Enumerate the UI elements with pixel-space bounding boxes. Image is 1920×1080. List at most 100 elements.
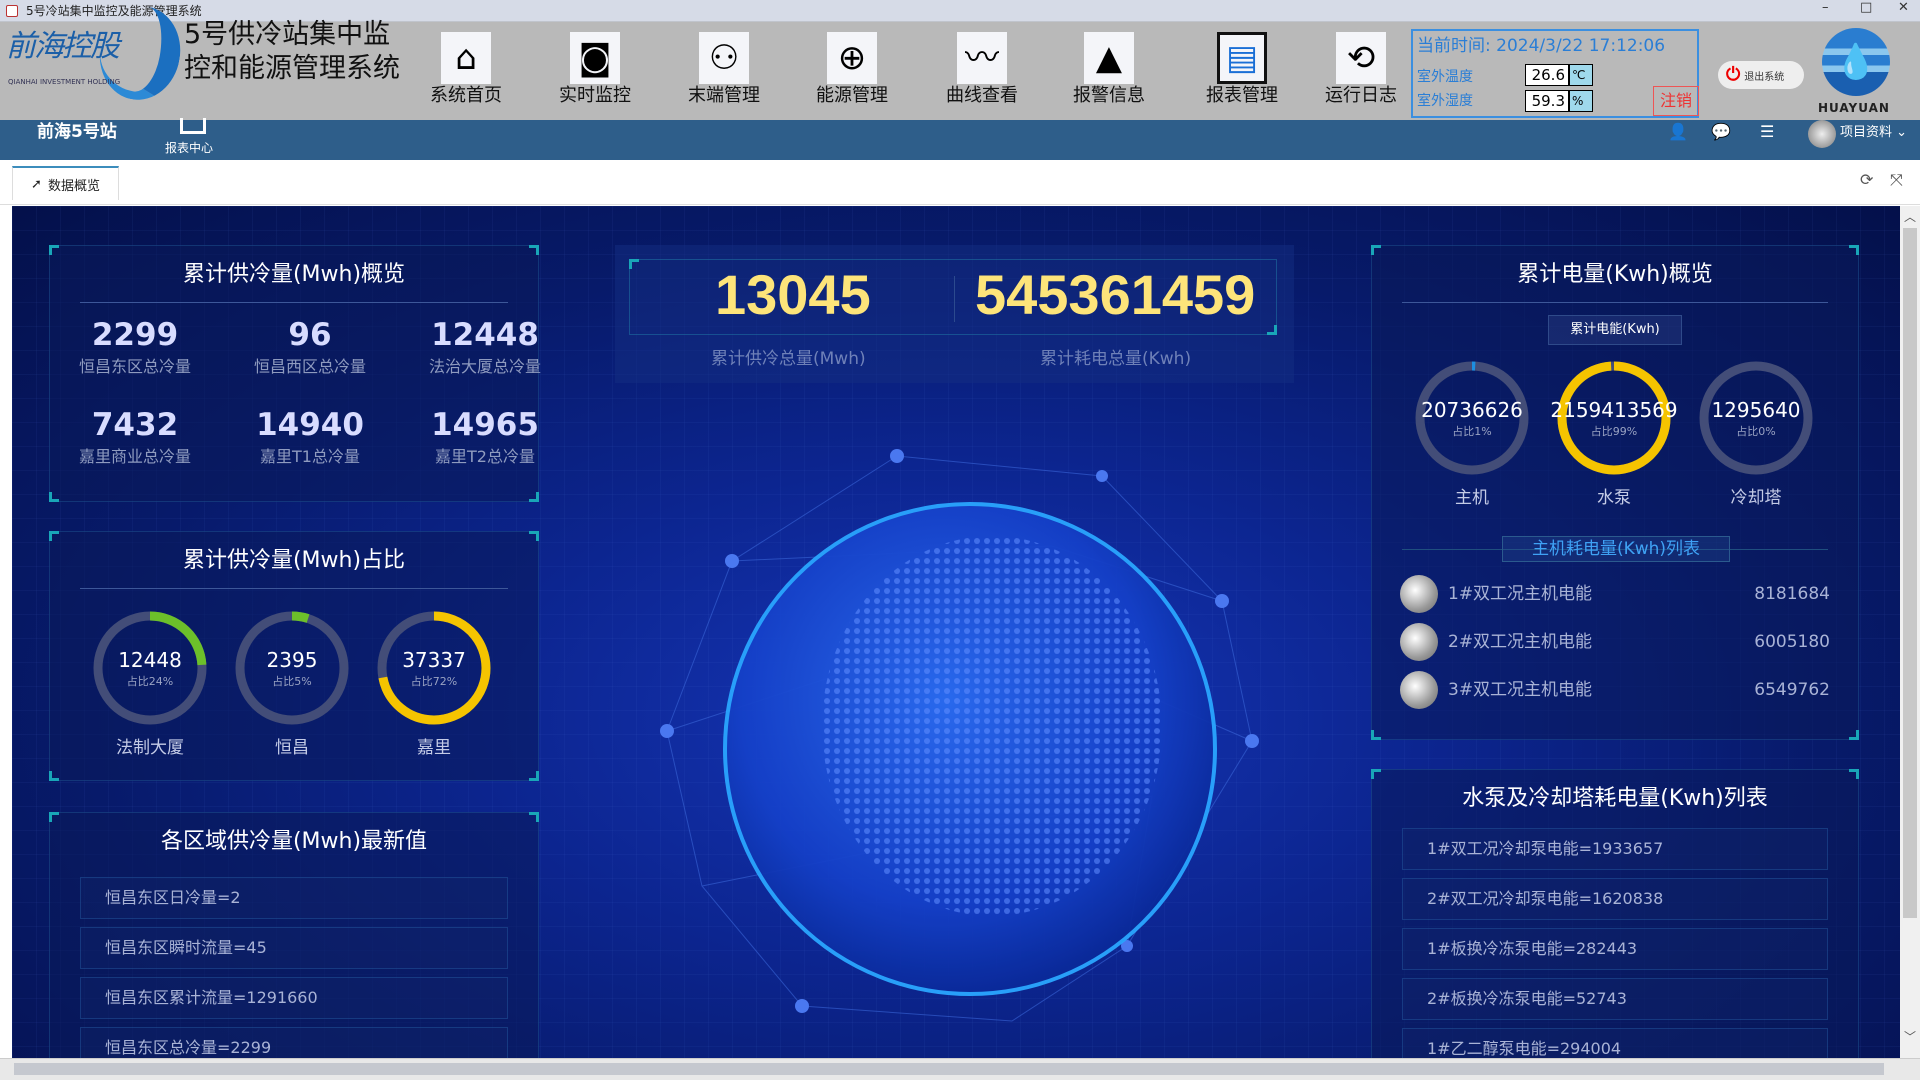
ring-value: 20736626 — [1421, 398, 1523, 422]
pump-power-panel: 水泵及冷却塔耗电量(Kwh)列表 1#双工况冷却泵电能=1933657 2#双工况… — [1371, 769, 1859, 1058]
home-icon: ⌂ — [441, 32, 491, 84]
list-item: 1#板换冷冻泵电能=282443 — [1402, 928, 1828, 970]
ring-chart — [235, 611, 349, 725]
user-icon[interactable]: 👤 — [1668, 122, 1688, 141]
ring-percent: 占比5% — [272, 675, 312, 688]
ring-chart — [93, 611, 207, 725]
send-icon: ➚ — [31, 176, 42, 192]
host-row: 1#双工况主机电能 8181684 — [1400, 572, 1830, 616]
cooling-stat: 14940 嘉里T1总冷量 — [230, 406, 390, 468]
divider — [1402, 302, 1828, 303]
divider — [80, 588, 508, 589]
cooling-stat: 96 恒昌西区总冷量 — [230, 316, 390, 378]
fullscreen-icon[interactable]: ⤧ — [1890, 170, 1903, 189]
tab-data-overview[interactable]: ➚ 数据概览 — [12, 166, 119, 200]
camera-icon: ◙ — [570, 32, 620, 84]
host-value: 6005180 — [1754, 632, 1830, 652]
ring-value: 12448 — [118, 648, 182, 672]
nav-label: 末端管理 — [688, 85, 760, 106]
nav-document[interactable]: ▤ 报表管理 — [1197, 32, 1287, 108]
latest-values-panel: 各区域供冷量(Mwh)最新值 恒昌东区日冷量=2 恒昌东区瞬时流量=45 恒昌东区累… — [49, 812, 539, 1058]
cooling-stat: 7432 嘉里商业总冷量 — [55, 406, 215, 468]
ring-chart — [377, 611, 491, 725]
status-box: 当前时间: 2024/3/22 17:12:06 室外温度 26.6 ℃ 室外湿… — [1411, 29, 1699, 118]
nav-line-chart[interactable]: 〰曲线查看 — [937, 32, 1027, 108]
minimize-button[interactable]: – — [1822, 0, 1829, 15]
ring-chart — [1415, 361, 1529, 475]
nav-label: 曲线查看 — [946, 85, 1018, 106]
window-title: 5号冷站集中监控及能源管理系统 — [26, 4, 202, 18]
company-logo-text: 前海控股 — [6, 29, 120, 64]
stat-value: 12448 — [431, 317, 539, 353]
nav-label: 实时监控 — [559, 85, 631, 106]
avatar[interactable] — [1808, 120, 1836, 148]
report-center-link[interactable]: 报表中心 — [165, 141, 214, 155]
ring-percent: 占比1% — [1452, 425, 1492, 438]
chiller-thumbnail — [1400, 575, 1438, 613]
host-name: 3#双工况主机电能 — [1448, 680, 1593, 700]
dashboard: 累计供冷量(Mwh)概览 2299 恒昌东区总冷量 96 恒昌西区总冷量 12448 法治… — [12, 206, 1900, 1058]
ring-fill — [93, 611, 207, 725]
list-item: 2#双工况冷却泵电能=1620838 — [1402, 878, 1828, 920]
system-title: 5号供冷站集中监 控和能源管理系统 — [184, 19, 400, 84]
ring-track — [1699, 361, 1813, 475]
ring-gauge: 37337 占比72% 嘉里 — [369, 610, 499, 760]
chiller-thumbnail — [1400, 671, 1438, 709]
temp-label: 室外温度 — [1417, 69, 1473, 85]
stat-label: 嘉里T1总冷量 — [260, 447, 360, 466]
logout-button[interactable]: 注销 — [1653, 86, 1699, 116]
scroll-up-icon[interactable]: ︿ — [1904, 210, 1917, 224]
nav-label: 报警信息 — [1073, 85, 1145, 106]
host-value: 8181684 — [1754, 584, 1830, 604]
nav-globe[interactable]: ⊕ 能源管理 — [807, 32, 897, 108]
water-drop-icon: 💧 — [1834, 42, 1878, 82]
ring-percent: 占比24% — [126, 675, 174, 688]
ring-label: 主机 — [1455, 488, 1489, 508]
nav-warning[interactable]: ▲ 报警信息 — [1064, 32, 1154, 108]
list-item: 恒昌东区日冷量=2 — [80, 877, 508, 919]
list-item: 恒昌东区总冷量=2299 — [80, 1027, 508, 1058]
host-row: 2#双工况主机电能 6005180 — [1400, 620, 1830, 664]
cumulative-energy-chip[interactable]: 累计电能(Kwh) — [1548, 315, 1682, 345]
nav-camera[interactable]: ◙ 实时监控 — [550, 32, 640, 108]
panel-title: 累计电量(Kwh)概览 — [1517, 262, 1713, 287]
stat-label: 恒昌西区总冷量 — [253, 357, 366, 376]
list-icon[interactable]: ☰ — [1760, 122, 1775, 141]
nav-users[interactable]: ⚇ 末端管理 — [679, 32, 769, 108]
report-icon[interactable] — [180, 118, 206, 134]
exit-system-button[interactable]: ⏻ 退出系统 — [1718, 61, 1804, 89]
ring-percent: 占比72% — [410, 675, 458, 688]
chat-icon[interactable]: 💬 — [1711, 122, 1731, 141]
ring-gauge: 20736626 占比1% 主机 — [1407, 360, 1537, 510]
stat-value: 2299 — [91, 317, 179, 353]
ring-value: 2395 — [266, 648, 318, 672]
ring-gauge: 1295640 占比0% 冷却塔 — [1691, 360, 1821, 510]
huayuan-logo: 💧 — [1822, 28, 1890, 96]
divider — [80, 302, 508, 303]
cooling-stat: 12448 法治大厦总冷量 — [405, 316, 565, 378]
nav-home[interactable]: ⌂ 系统首页 — [421, 32, 511, 108]
close-button[interactable]: ✕ — [1898, 0, 1909, 15]
stat-value: 14965 — [431, 407, 539, 443]
list-item: 1#双工况冷却泵电能=1933657 — [1402, 828, 1828, 870]
ring-fill — [235, 611, 349, 725]
list-item: 2#板换冷冻泵电能=52743 — [1402, 978, 1828, 1020]
app-icon — [6, 4, 18, 17]
ring-gauge: 12448 占比24% 法制大厦 — [85, 610, 215, 760]
chevron-down-icon: ⌄ — [1896, 125, 1908, 140]
stat-value: 7432 — [91, 407, 179, 443]
refresh-icon[interactable]: ⟳ — [1860, 170, 1874, 189]
nav-label: 报表管理 — [1206, 85, 1278, 106]
project-menu[interactable]: 项目资料 ⌄ — [1840, 125, 1908, 140]
maximize-button[interactable]: □ — [1860, 0, 1873, 15]
cooling-ratio-panel: 累计供冷量(Mwh)占比 12448 占比24% 法制大厦 2395 占比5% 恒昌 373… — [49, 531, 539, 781]
vertical-scroll-thumb[interactable] — [1903, 228, 1917, 918]
window-titlebar: 5号冷站集中监控及能源管理系统 – □ ✕ — [0, 0, 1920, 22]
ring-fill — [1557, 361, 1671, 475]
horizontal-scroll-thumb[interactable] — [14, 1063, 1884, 1075]
temp-unit: ℃ — [1569, 64, 1593, 86]
scroll-down-icon[interactable]: ﹀ — [1904, 1030, 1917, 1044]
nav-history[interactable]: ⟲ 运行日志 — [1316, 32, 1406, 108]
host-value: 6549762 — [1754, 680, 1830, 700]
document-icon: ▤ — [1217, 32, 1267, 84]
